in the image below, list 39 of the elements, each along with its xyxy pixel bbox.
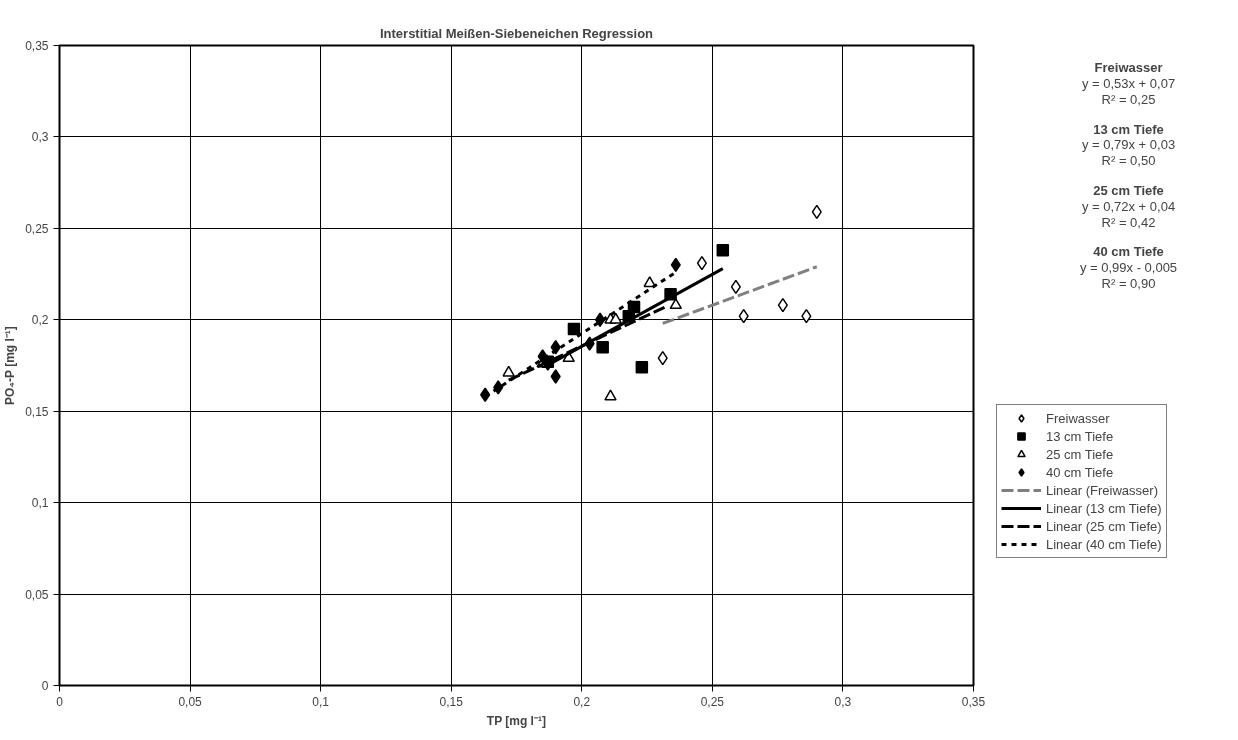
text: y = 0,99x - 0,005: [1079, 260, 1178, 276]
text: R² = 0,50: [1101, 153, 1156, 169]
y-tick-label: 0,05: [25, 587, 49, 602]
text: R² = 0,25: [1101, 91, 1156, 107]
x-tick-label: 0,35: [961, 694, 986, 709]
legend-label: Linear (40 cm Tiefe): [1046, 535, 1162, 553]
text: y = 0,53x + 0,07: [1081, 76, 1176, 92]
y-tick-label: 0,35: [25, 39, 49, 53]
text: y = 0,79x + 0,03: [1081, 137, 1176, 153]
y-tick-label: 0,15: [25, 404, 49, 419]
y-tick-label: 0: [41, 679, 49, 693]
legend-label: Freiwasser: [1046, 409, 1110, 427]
chart-title: Interstitial Meißen-Siebeneichen Regression: [379, 25, 654, 41]
x-tick-label: 0,2: [573, 694, 591, 709]
text: 40 cm Tiefe: [1093, 244, 1164, 260]
x-tick-label: 0,1: [312, 694, 330, 709]
x-tick-label: 0,05: [178, 694, 203, 709]
text: y = 0,72x + 0,04: [1081, 198, 1176, 214]
legend-label: Linear (13 cm Tiefe): [1046, 499, 1162, 517]
text: R² = 0,90: [1101, 275, 1156, 291]
text: Freiwasser: [1094, 60, 1163, 76]
x-tick-label: 0,3: [834, 694, 852, 709]
y-tick-label: 0,2: [31, 313, 49, 328]
legend-label: Linear (25 cm Tiefe): [1046, 517, 1162, 535]
legend-label: 13 cm Tiefe: [1046, 427, 1114, 445]
y-axis-title: PO₄-P [mg l⁻¹]: [3, 326, 18, 406]
text: 13 cm Tiefe: [1093, 121, 1164, 137]
legend-label: Linear (Freiwasser): [1046, 481, 1158, 499]
legend-label: 25 cm Tiefe: [1046, 445, 1114, 463]
text: 25 cm Tiefe: [1093, 183, 1164, 199]
y-tick-label: 0,1: [31, 496, 49, 511]
y-tick-label: 0,25: [25, 221, 49, 236]
y-tick-label: 0,3: [31, 130, 49, 145]
text: R² = 0,42: [1101, 214, 1156, 230]
x-axis-title: TP [mg l⁻¹]: [486, 713, 546, 728]
x-tick-label: 0,15: [439, 694, 464, 709]
legend-label: 40 cm Tiefe: [1046, 463, 1114, 481]
x-tick-label: 0: [56, 694, 64, 709]
x-tick-label: 0,25: [700, 694, 725, 709]
